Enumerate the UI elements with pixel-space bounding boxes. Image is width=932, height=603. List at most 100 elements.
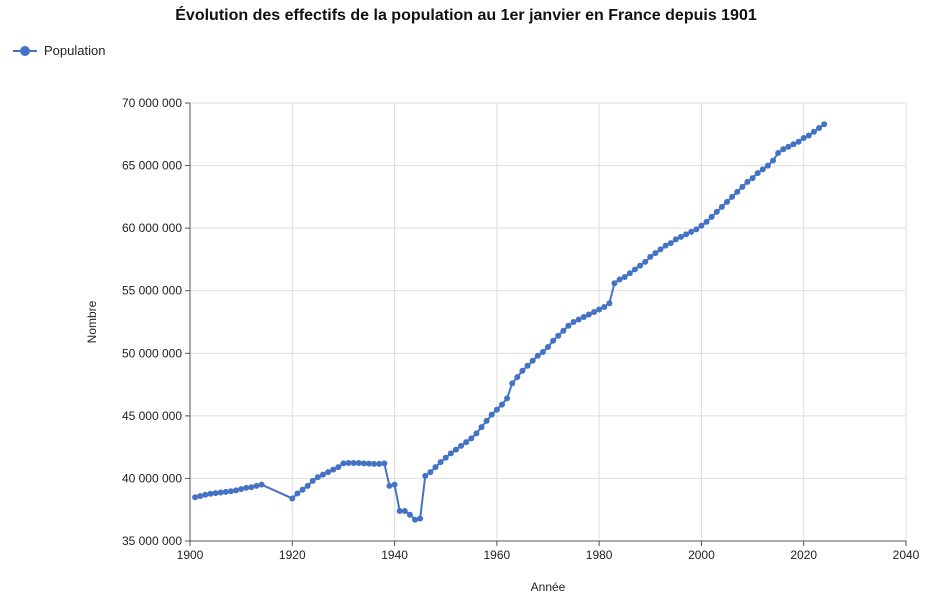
data-point	[488, 411, 495, 418]
data-point	[790, 141, 797, 148]
x-axis-ticks: 1900 1920 1940 1960 1980 2000 2020 2040	[177, 541, 920, 562]
data-point	[652, 250, 659, 257]
y-tick-label: 40 000 000	[122, 471, 182, 485]
data-point	[258, 481, 265, 488]
legend[interactable]: Population	[12, 43, 105, 58]
data-point	[217, 489, 224, 496]
data-point	[238, 486, 245, 493]
data-point	[688, 228, 695, 235]
data-point	[667, 240, 674, 247]
data-point	[775, 150, 782, 157]
data-point	[197, 492, 204, 499]
data-point	[683, 231, 690, 238]
data-point	[289, 495, 296, 502]
data-point	[340, 460, 347, 467]
legend-line-marker-icon	[13, 45, 37, 56]
data-point	[350, 460, 357, 467]
data-point	[734, 188, 741, 195]
data-point	[795, 138, 802, 145]
data-point	[498, 401, 505, 408]
data-point	[642, 258, 649, 265]
x-tick-label: 2000	[688, 548, 715, 562]
y-tick-label: 35 000 000	[122, 534, 182, 548]
y-axis-title: Nombre	[85, 300, 99, 343]
data-point	[534, 352, 541, 359]
data-point	[366, 460, 372, 467]
x-tick-label: 2040	[893, 548, 920, 562]
data-point	[637, 262, 644, 269]
data-point	[427, 469, 434, 476]
data-point	[442, 454, 449, 461]
data-point	[560, 327, 567, 334]
data-point	[514, 374, 521, 381]
data-point	[749, 175, 756, 182]
data-point	[657, 246, 664, 253]
data-point	[662, 242, 669, 249]
data-point	[713, 208, 720, 215]
data-point	[212, 490, 219, 497]
data-point	[565, 322, 572, 329]
y-tick-label: 50 000 000	[122, 346, 182, 360]
data-point	[601, 303, 608, 310]
data-point	[432, 464, 439, 471]
x-tick-label: 1900	[177, 548, 204, 562]
data-point	[580, 313, 587, 320]
data-point	[509, 380, 516, 387]
data-point	[810, 128, 817, 135]
data-point	[770, 157, 777, 164]
data-point	[591, 308, 598, 315]
data-point	[192, 494, 199, 501]
data-point	[463, 439, 470, 446]
data-point	[739, 183, 746, 190]
data-point	[330, 466, 337, 473]
data-point	[596, 306, 603, 313]
legend-label-population: Population	[44, 43, 106, 58]
data-point	[222, 488, 229, 495]
data-point	[585, 311, 592, 318]
chart-title: Évolution des effectifs de la population…	[175, 7, 757, 24]
data-point	[631, 266, 638, 273]
data-point	[401, 507, 408, 514]
data-point	[524, 362, 531, 369]
data-point	[396, 507, 403, 514]
data-point	[304, 482, 311, 489]
data-point	[391, 481, 398, 488]
y-tick-label: 65 000 000	[122, 159, 182, 173]
data-point	[708, 213, 715, 220]
data-point	[550, 337, 557, 344]
data-point	[626, 270, 633, 277]
data-point	[437, 459, 444, 466]
data-point	[800, 135, 807, 142]
data-point	[703, 218, 710, 225]
data-point	[233, 487, 240, 494]
data-point	[616, 276, 623, 283]
data-point	[299, 486, 306, 493]
x-tick-label: 1960	[484, 548, 511, 562]
x-tick-label: 1920	[279, 548, 306, 562]
data-point	[386, 482, 393, 489]
data-point	[570, 319, 577, 325]
grid	[189, 102, 907, 542]
data-point	[319, 471, 326, 478]
data-point	[504, 395, 511, 402]
axes	[189, 103, 906, 542]
y-tick-label: 70 000 000	[122, 96, 182, 110]
data-point	[759, 166, 766, 173]
data-point	[724, 198, 730, 205]
data-point	[335, 464, 342, 471]
data-point	[325, 469, 332, 476]
data-point	[785, 143, 792, 150]
data-point	[780, 146, 787, 153]
data-point	[539, 349, 546, 356]
data-point	[243, 484, 250, 491]
data-point	[677, 233, 684, 240]
data-point	[555, 332, 562, 339]
data-point	[529, 357, 536, 364]
data-point	[406, 511, 413, 518]
data-point	[575, 316, 582, 323]
data-point	[744, 178, 751, 185]
data-point	[468, 435, 475, 442]
data-point	[422, 472, 429, 479]
data-point	[672, 236, 679, 243]
data-point	[729, 193, 736, 200]
